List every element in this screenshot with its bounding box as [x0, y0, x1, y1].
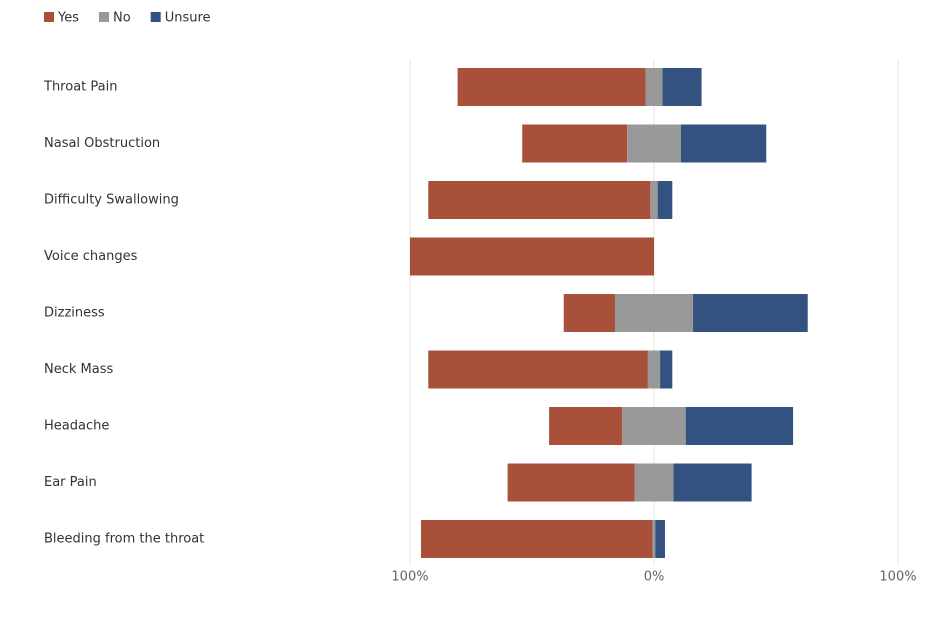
bar-segment	[614, 294, 694, 332]
bar-segment	[622, 407, 686, 445]
category-label: Nasal Obstruction	[44, 136, 160, 151]
category-label: Ear Pain	[44, 475, 97, 490]
bar-segment	[652, 520, 656, 558]
bar-segment	[428, 350, 648, 389]
bar-segment	[410, 237, 654, 276]
category-label: Throat Pain	[43, 80, 117, 95]
bar-segment	[549, 407, 623, 445]
x-tick-label: 100%	[391, 570, 428, 585]
x-tick-label: 0%	[644, 570, 665, 585]
x-tick-label: 100%	[879, 570, 916, 585]
bar-segment	[693, 294, 808, 332]
bar-segment	[507, 463, 635, 502]
bar-segment	[657, 181, 673, 219]
category-label: Dizziness	[44, 306, 105, 321]
category-label: Neck Mass	[44, 362, 113, 377]
category-label: Difficulty Swallowing	[44, 193, 179, 208]
legend-swatch	[99, 12, 109, 22]
bar-segment	[662, 68, 702, 106]
category-label: Headache	[44, 419, 109, 434]
legend-swatch	[44, 12, 54, 22]
bar-segment	[522, 124, 628, 163]
bar-segment	[634, 463, 674, 502]
bar-segment	[655, 520, 665, 558]
bar-segment	[420, 520, 653, 558]
bar-segment	[627, 124, 681, 163]
bar-segment	[673, 463, 752, 502]
bar-segment	[428, 181, 651, 219]
category-label: Bleeding from the throat	[44, 532, 204, 547]
category-label: Voice changes	[44, 249, 138, 264]
bar-segment	[457, 68, 646, 106]
legend-label: Unsure	[165, 11, 211, 26]
bar-segment	[660, 350, 673, 389]
bar-segment	[647, 350, 661, 389]
legend-swatch	[150, 12, 161, 22]
bar-segment	[680, 124, 767, 163]
legend-label: Yes	[57, 11, 79, 26]
bar-segment	[685, 407, 794, 445]
bar-segment	[563, 294, 615, 332]
bar-segment	[645, 68, 663, 106]
bar-segment	[650, 181, 658, 219]
legend-label: No	[113, 11, 131, 26]
